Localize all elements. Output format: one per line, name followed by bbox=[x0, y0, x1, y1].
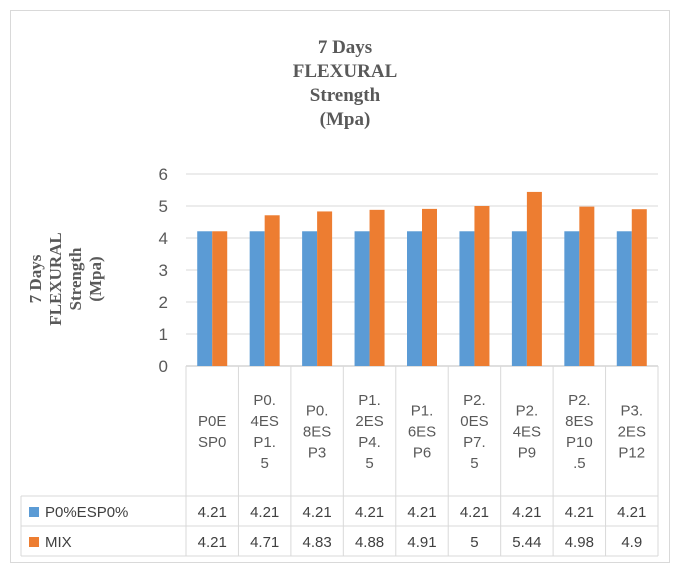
category-label: P1. bbox=[411, 403, 434, 420]
bar-series-1 bbox=[354, 231, 370, 366]
y-tick-label: 2 bbox=[159, 293, 168, 312]
bar-series-1 bbox=[564, 231, 580, 366]
chart-frame: 7 Days FLEXURAL Strength (Mpa) 7 Days FLEXUR… bbox=[10, 10, 670, 563]
bars bbox=[197, 191, 647, 366]
bar-series-2 bbox=[526, 191, 542, 366]
category-label: P7. bbox=[463, 434, 486, 451]
data-table-cell: 4.71 bbox=[250, 534, 279, 551]
y-tick-label: 0 bbox=[159, 357, 168, 376]
data-table-cell: 5 bbox=[470, 534, 478, 551]
data-table-cell: 5.44 bbox=[512, 534, 541, 551]
legend-label: MIX bbox=[45, 534, 72, 551]
y-axis-title: 7 Days FLEXURAL Strength (Mpa) bbox=[26, 232, 105, 326]
y-axis-title-line: Strength bbox=[66, 247, 85, 311]
bar-series-1 bbox=[511, 231, 527, 366]
category-label: P3. bbox=[621, 403, 644, 420]
category-label: P2. bbox=[568, 392, 591, 409]
y-tick-label: 3 bbox=[159, 261, 168, 280]
bar-series-1 bbox=[616, 231, 632, 366]
y-axis-title-line: FLEXURAL bbox=[46, 232, 65, 326]
category-label: SP0 bbox=[198, 434, 226, 451]
bar-series-2 bbox=[317, 211, 333, 366]
y-axis-ticks: 0 1 2 3 4 5 6 bbox=[159, 165, 168, 376]
data-table-cell: 4.21 bbox=[198, 504, 227, 521]
category-label: P10 bbox=[566, 434, 593, 451]
data-table-cell: 4.21 bbox=[250, 504, 279, 521]
data-table-cell: 4.21 bbox=[617, 504, 646, 521]
category-label: P6 bbox=[413, 445, 431, 462]
legend-swatch bbox=[29, 507, 39, 517]
category-label: 0ES bbox=[460, 413, 488, 430]
chart-title-line: FLEXURAL bbox=[293, 61, 398, 82]
category-label: P1. bbox=[358, 392, 381, 409]
category-label: 5 bbox=[260, 455, 268, 472]
bar-series-2 bbox=[264, 215, 280, 366]
category-label: P0. bbox=[306, 403, 329, 420]
y-tick-label: 1 bbox=[159, 325, 168, 344]
bar-series-2 bbox=[631, 209, 647, 366]
y-axis-title-line: (Mpa) bbox=[86, 256, 105, 301]
category-label: P4. bbox=[358, 434, 381, 451]
category-label: 2ES bbox=[618, 424, 646, 441]
chart-title-line: Strength bbox=[310, 85, 381, 106]
bar-series-1 bbox=[197, 231, 213, 366]
y-axis-title-line: 7 Days bbox=[26, 254, 45, 303]
category-label: 5 bbox=[365, 455, 373, 472]
y-tick-label: 6 bbox=[159, 165, 168, 184]
category-label: P12 bbox=[618, 445, 645, 462]
chart-title-line: (Mpa) bbox=[320, 109, 371, 130]
category-label: P0. bbox=[253, 392, 276, 409]
chart-title-line: 7 Days bbox=[318, 37, 372, 58]
category-label: 4ES bbox=[250, 413, 278, 430]
data-table-cell: 4.21 bbox=[355, 504, 384, 521]
category-label: 5 bbox=[470, 455, 478, 472]
category-label: 4ES bbox=[513, 424, 541, 441]
y-tick-label: 5 bbox=[159, 197, 168, 216]
data-table-cell: 4.83 bbox=[303, 534, 332, 551]
category-label: .5 bbox=[573, 455, 586, 472]
bar-series-1 bbox=[407, 231, 422, 366]
bar-series-2 bbox=[212, 231, 228, 366]
bar-series-1 bbox=[249, 231, 265, 366]
data-table-cell: 4.21 bbox=[303, 504, 332, 521]
bar-series-2 bbox=[579, 206, 595, 366]
category-label: P0E bbox=[198, 413, 226, 430]
data-table: P0E SP0 P0. 4ES P1. 5 P0. 8ES P3 P1. 2ES P4. 5 P1. 6ES… bbox=[20, 366, 659, 557]
data-table-cell: 4.21 bbox=[198, 534, 227, 551]
data-table-cell: 4.21 bbox=[512, 504, 541, 521]
data-table-cell: 4.88 bbox=[355, 534, 384, 551]
bar-series-1 bbox=[302, 231, 318, 366]
bar-series-2 bbox=[369, 209, 385, 366]
category-label: P3 bbox=[308, 445, 326, 462]
data-table-cell: 4.21 bbox=[460, 504, 489, 521]
data-table-cell: 4.21 bbox=[407, 504, 436, 521]
category-label: P9 bbox=[518, 445, 536, 462]
category-label: 8ES bbox=[303, 424, 331, 441]
legend-swatch bbox=[29, 537, 39, 547]
category-label: P1. bbox=[253, 434, 276, 451]
legend-label: P0%ESP0% bbox=[45, 504, 128, 521]
category-label: P2. bbox=[516, 403, 539, 420]
data-table-cell: 4.21 bbox=[565, 504, 594, 521]
y-tick-label: 4 bbox=[159, 229, 168, 248]
category-label: 8ES bbox=[565, 413, 593, 430]
bar-series-1 bbox=[459, 231, 475, 366]
data-table-cell: 4.98 bbox=[565, 534, 594, 551]
bar-series-2 bbox=[474, 206, 490, 366]
chart-title: 7 Days FLEXURAL Strength (Mpa) bbox=[293, 37, 398, 130]
category-label: P2. bbox=[463, 392, 486, 409]
category-label: 6ES bbox=[408, 424, 436, 441]
data-table-cell: 4.91 bbox=[407, 534, 436, 551]
data-table-cell: 4.9 bbox=[621, 534, 642, 551]
bar-series-2 bbox=[422, 208, 437, 366]
category-label: 2ES bbox=[355, 413, 383, 430]
